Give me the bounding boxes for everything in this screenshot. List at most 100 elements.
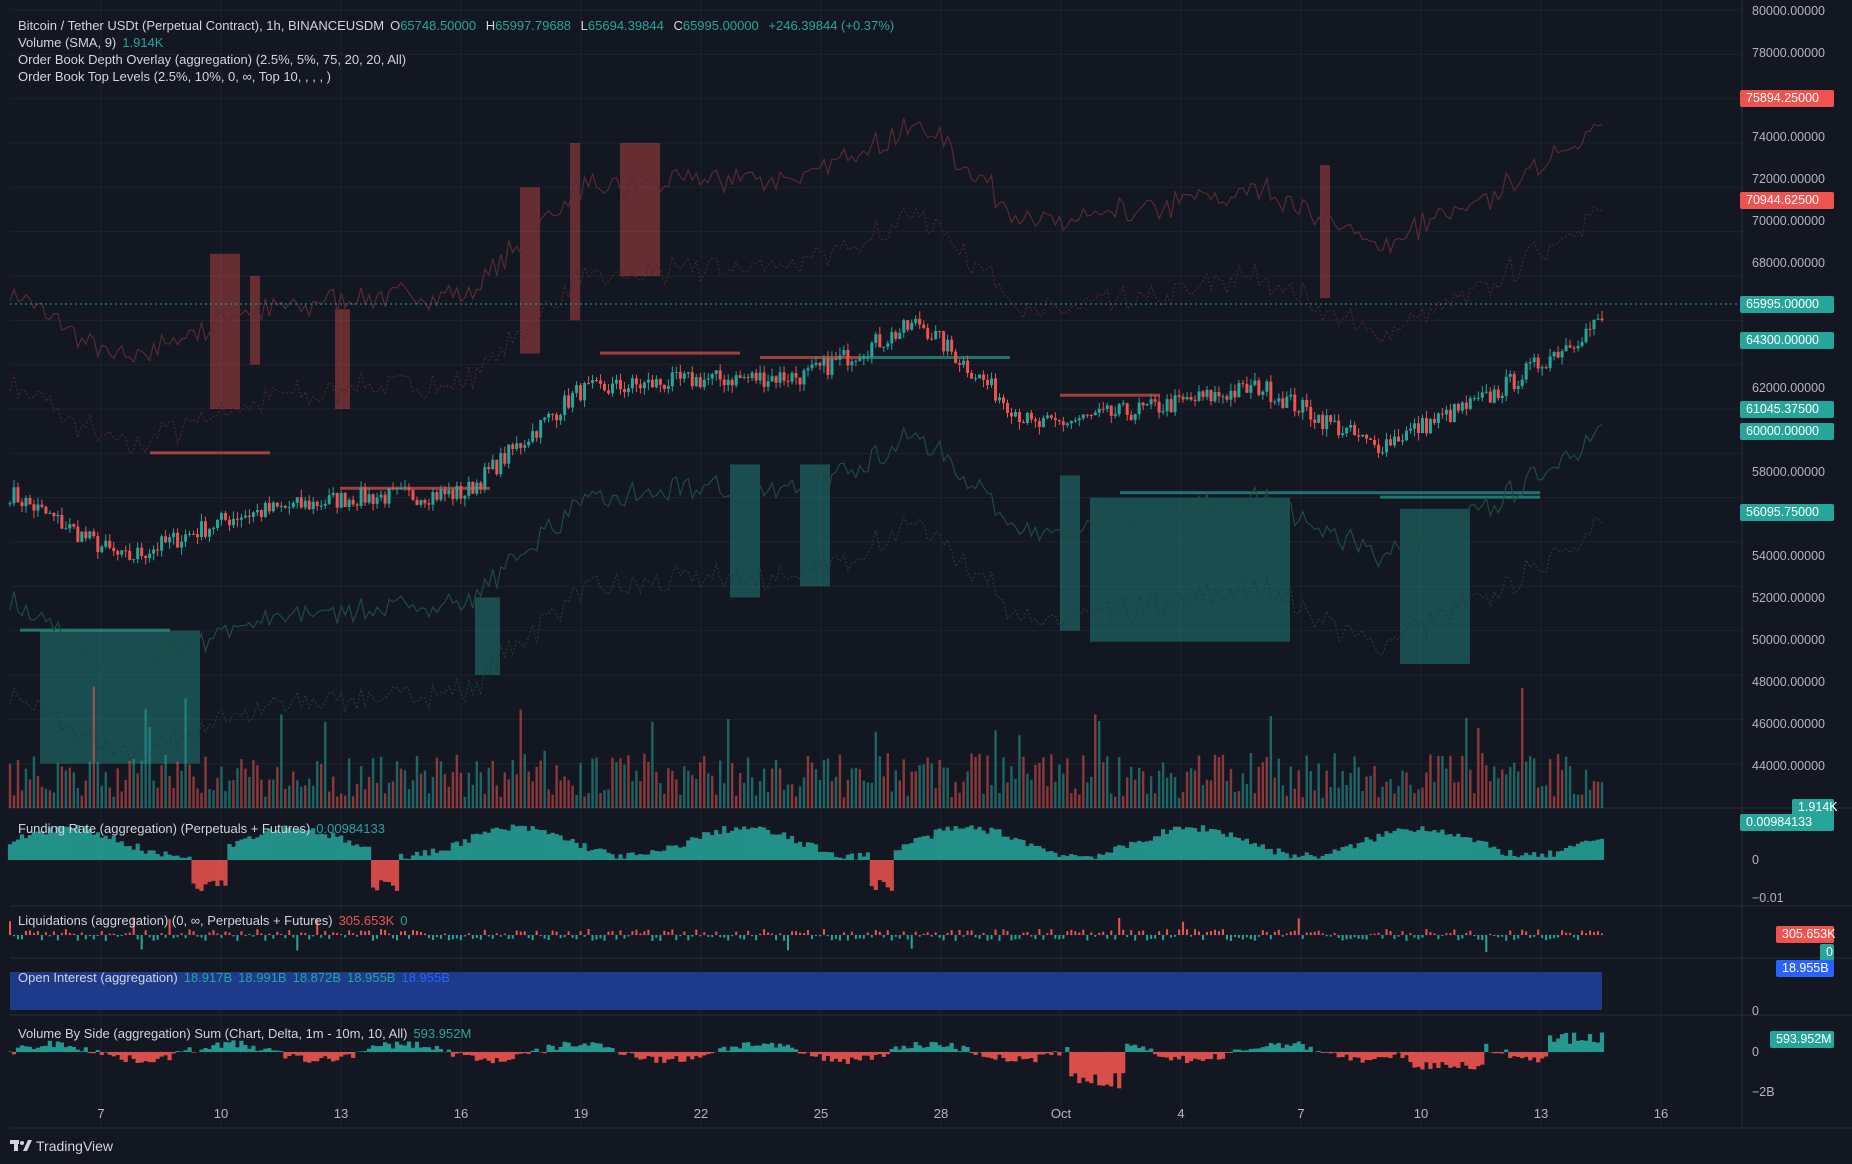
liquidations-legend[interactable]: Liquidations (aggregation) (0, ∞, Perpet…: [18, 913, 408, 928]
candle-body: [395, 488, 399, 490]
symbol-title[interactable]: Bitcoin / Tether USDt (Perpetual Contrac…: [18, 18, 385, 33]
funding-bar: [1268, 848, 1273, 860]
liquidation-bar: [1249, 935, 1252, 940]
candle-body: [742, 376, 746, 378]
candle-body: [1061, 421, 1065, 426]
vbs-bar: [738, 1048, 743, 1052]
volume-bar: [1114, 796, 1117, 808]
candle-body: [1385, 439, 1389, 453]
candle-body: [1281, 398, 1285, 408]
liquidation-bar: [1465, 932, 1468, 935]
vbs-bar: [694, 1052, 699, 1056]
candle-body: [858, 358, 862, 361]
depth-overlay-legend[interactable]: Order Book Depth Overlay (aggregation) (…: [18, 52, 407, 67]
liquidation-bar: [1433, 933, 1436, 935]
liquidation-bar: [655, 935, 658, 938]
vbs-bar: [1508, 1052, 1513, 1058]
liquidation-bar: [1501, 935, 1504, 937]
volume-bar: [515, 774, 518, 808]
liquidation-bar: [224, 931, 227, 935]
liquidation-bar: [1601, 933, 1603, 935]
liquidation-bar: [1401, 930, 1404, 935]
liquidation-bar: [1553, 935, 1556, 939]
funding-bar: [562, 840, 567, 860]
vbs-bar: [718, 1048, 723, 1052]
candle-body: [1393, 436, 1397, 446]
liquidation-bar: [1473, 935, 1476, 937]
funding-bar: [422, 850, 428, 860]
liquidation-bar: [128, 932, 131, 935]
funding-bar: [363, 846, 368, 860]
funding-bar: [1236, 837, 1242, 860]
volume-bar: [990, 784, 993, 808]
volume-bar: [1600, 782, 1604, 808]
candle-body: [1277, 398, 1281, 402]
funding-bar: [1081, 856, 1086, 860]
candle-body: [626, 388, 630, 393]
vbs-bar: [598, 1043, 603, 1052]
vbs-bar: [1057, 1052, 1062, 1056]
volume-bar: [431, 776, 435, 808]
volume-bar: [627, 755, 630, 808]
liquidation-bar: [986, 935, 989, 941]
volume-bar: [1034, 764, 1037, 808]
vbs-bar: [223, 1042, 228, 1052]
vbs-bar: [1129, 1045, 1134, 1052]
oi-tag: 18.955B: [1776, 960, 1834, 977]
volume-bar: [284, 788, 287, 808]
candle-body: [1005, 403, 1009, 413]
vbs-bar: [131, 1052, 136, 1059]
candle-body: [894, 332, 898, 339]
volume-bar: [970, 753, 973, 808]
candle-body: [235, 518, 239, 520]
tradingview-logo[interactable]: TradingView: [10, 1138, 113, 1154]
candle-body: [459, 485, 463, 499]
vbs-bar: [706, 1052, 711, 1055]
volume-legend[interactable]: Volume (SMA, 9) 1.914K: [18, 35, 164, 50]
volume-bar: [228, 780, 231, 808]
liquidation-bar: [846, 935, 849, 941]
funding-bar: [1432, 829, 1437, 860]
vbs-bar: [410, 1048, 416, 1052]
liquidation-bar: [1042, 935, 1045, 940]
liquidation-bar: [1381, 935, 1384, 939]
volume-bar: [1528, 756, 1532, 808]
volume-bar: [136, 773, 139, 808]
vbs-bar: [542, 1052, 547, 1054]
open-interest-legend[interactable]: Open Interest (aggregation) 18.917B 18.991…: [18, 970, 450, 985]
volume-bar: [958, 792, 961, 808]
liquidation-bar: [360, 930, 363, 935]
vbs-bar: [183, 1050, 188, 1052]
candle-body: [1401, 440, 1405, 442]
candle-body: [706, 378, 710, 380]
vbs-bar: [630, 1052, 635, 1054]
volume-bar: [1233, 792, 1237, 808]
funding-legend[interactable]: Funding Rate (aggregation) (Perpetuals +…: [18, 821, 385, 836]
vbs-bar: [430, 1049, 436, 1052]
vbs-bar: [1516, 1052, 1521, 1057]
funding-bar: [1380, 836, 1385, 860]
liquidation-bar: [144, 930, 147, 935]
liquidation-bar: [962, 935, 965, 937]
price-tag-61045: 61045.37500: [1740, 401, 1834, 418]
candle-body: [563, 395, 567, 416]
funding-bar: [398, 853, 404, 860]
volume-by-side-legend[interactable]: Volume By Side (aggregation) Sum (Chart,…: [18, 1026, 472, 1041]
vbs-bar: [969, 1052, 974, 1054]
funding-bar: [131, 849, 136, 860]
order-book-level: [1380, 495, 1540, 499]
candle-body: [383, 494, 387, 504]
funding-bar: [686, 840, 691, 860]
top-levels-legend[interactable]: Order Book Top Levels (2.5%, 10%, 0, ∞, …: [18, 69, 332, 84]
candle-body: [1273, 401, 1277, 403]
candle-body: [1033, 419, 1037, 422]
liquidation-bar: [1130, 930, 1133, 935]
volume-bar: [84, 780, 88, 808]
liquidation-bar: [124, 933, 127, 935]
vbs-bar: [363, 1051, 368, 1052]
candle-body: [1049, 415, 1053, 418]
funding-bar: [494, 827, 499, 860]
candle-body: [1424, 418, 1428, 434]
volume-bar: [343, 795, 347, 808]
